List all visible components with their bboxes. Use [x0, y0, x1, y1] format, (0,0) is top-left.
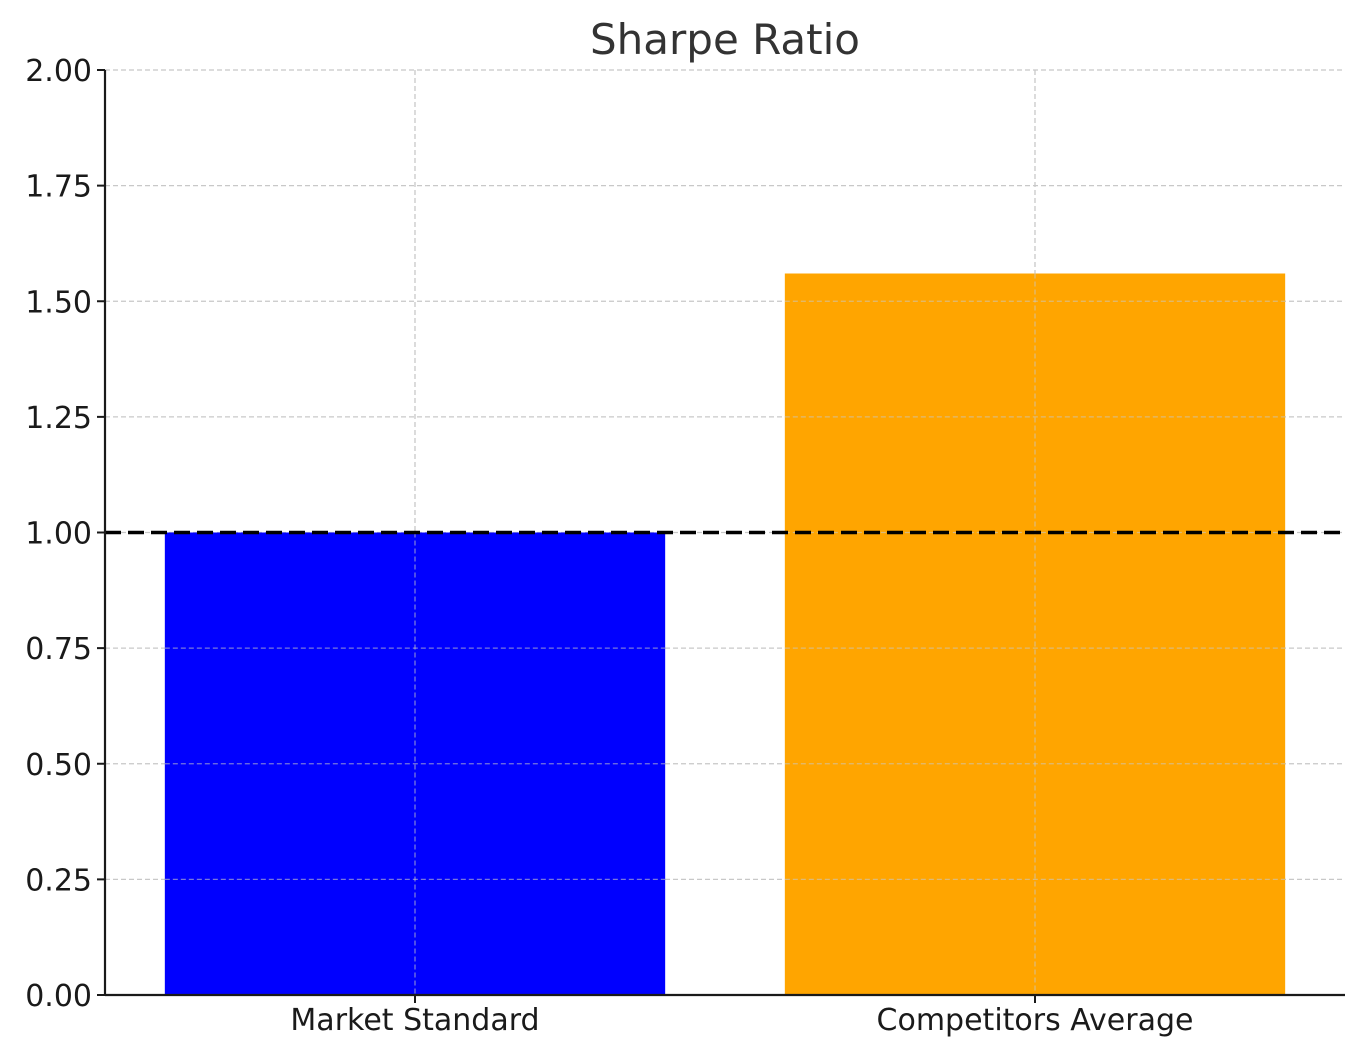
y-tick-label: 1.25 [25, 401, 92, 436]
y-tick-label: 1.50 [25, 285, 92, 320]
bars-layer [164, 273, 1286, 995]
y-tick-label: 1.00 [25, 517, 92, 552]
y-tick-label: 1.75 [25, 170, 92, 205]
y-axis-ticks: 0.00 0.25 0.50 0.75 1.00 1.25 1.50 1.75 2.00 [25, 54, 105, 1014]
y-tick-label: 2.00 [25, 54, 92, 89]
y-tick-label: 0.00 [25, 979, 92, 1014]
x-tick-label: Market Standard [290, 1003, 539, 1038]
y-tick-label: 0.75 [25, 632, 92, 667]
chart-title: Sharpe Ratio [590, 15, 860, 64]
y-tick-label: 0.25 [25, 863, 92, 898]
x-tick-label: Competitors Average [877, 1003, 1194, 1038]
y-tick-label: 0.50 [25, 748, 92, 783]
x-axis-ticks: Market Standard Competitors Average [290, 995, 1193, 1038]
